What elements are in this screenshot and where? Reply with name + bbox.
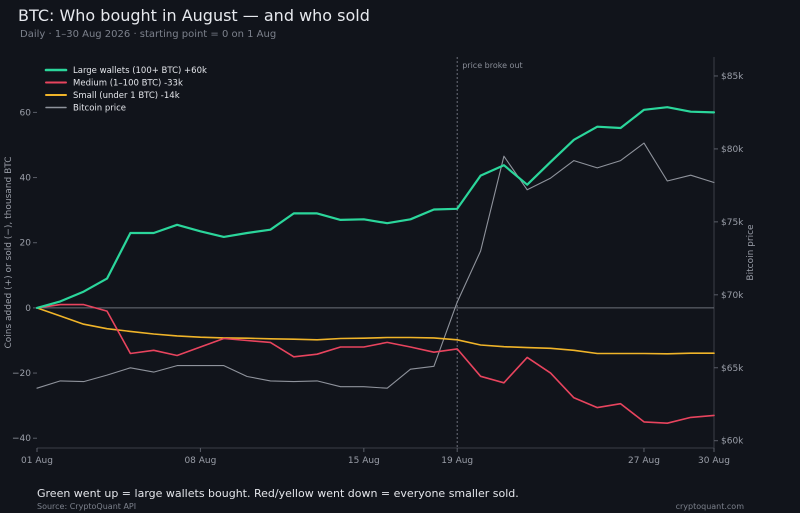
y-tick-label: −20 bbox=[12, 369, 31, 379]
chart-canvas: price broke out −40 −20 0 20 40 60 $60k $65k $70k… bbox=[4, 57, 756, 466]
x-tick-label: 08 Aug bbox=[184, 456, 216, 466]
x-tick-label: 19 Aug bbox=[441, 456, 473, 466]
series-line-large bbox=[35, 106, 716, 309]
chart-title: BTC: Who bought in August — and who sold bbox=[18, 6, 370, 25]
footer-note: Green went up = large wallets bought. Re… bbox=[37, 487, 519, 500]
y2-tick-label: $60k bbox=[721, 437, 744, 447]
legend-label-medium: Medium (1–100 BTC) -33k bbox=[73, 79, 183, 89]
x-tick-label: 15 Aug bbox=[348, 456, 380, 466]
y2-axis-title: Bitcoin price bbox=[746, 224, 756, 281]
y-tick-label: 20 bbox=[20, 239, 32, 249]
x-tick-label: 01 Aug bbox=[21, 456, 53, 466]
y2-tick-label: $85k bbox=[721, 72, 744, 82]
chart-subtitle: Daily · 1–30 Aug 2026 · starting point =… bbox=[20, 29, 277, 40]
y2-tick-label: $70k bbox=[721, 291, 744, 301]
y2-tick-label: $65k bbox=[721, 364, 744, 374]
legend-label-price: Bitcoin price bbox=[73, 104, 126, 114]
event-label: price broke out bbox=[462, 61, 522, 70]
y-tick-label: 60 bbox=[20, 108, 32, 118]
y-tick-label: 40 bbox=[20, 174, 32, 184]
x-tick-label: 30 Aug bbox=[698, 456, 730, 466]
y-axis-title: Coins added (+) or sold (−), thousand BT… bbox=[4, 157, 14, 349]
series-line-medium bbox=[36, 303, 715, 425]
series-line-price bbox=[36, 142, 715, 389]
series-line-small bbox=[36, 307, 715, 355]
watermark-text: cryptoquant.com bbox=[675, 502, 744, 511]
source-text: Source: CryptoQuant API bbox=[37, 502, 137, 511]
legend-label-large: Large wallets (100+ BTC) +60k bbox=[73, 66, 207, 76]
y2-tick-label: $80k bbox=[721, 145, 744, 155]
legend-label-small: Small (under 1 BTC) -14k bbox=[73, 91, 180, 101]
x-tick-label: 27 Aug bbox=[628, 456, 660, 466]
y2-tick-label: $75k bbox=[721, 218, 744, 228]
y-tick-label: −40 bbox=[12, 434, 31, 444]
y-tick-label: 0 bbox=[25, 304, 31, 314]
